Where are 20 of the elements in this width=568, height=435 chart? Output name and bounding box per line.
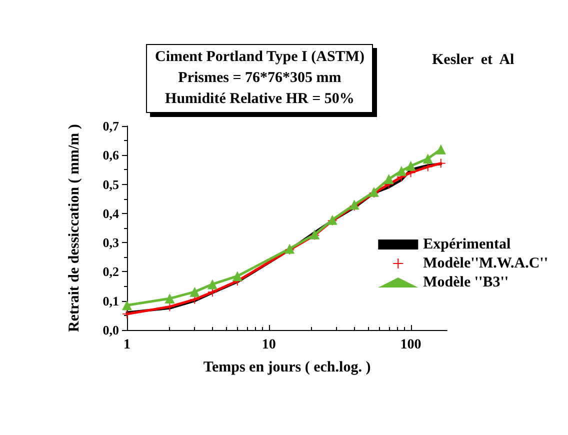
x-tick-label: 1 — [124, 338, 130, 352]
y-axis-title: Retrait de dessiccation ( mm/m ) — [66, 124, 82, 332]
legend-label: Expérimental — [423, 236, 511, 252]
y-tick-label: 0,6 — [102, 148, 120, 163]
y-tick-label: 0,0 — [102, 322, 119, 338]
text: Prismes = 76*76*305 mm — [177, 69, 342, 88]
y-tick-label: 0,1 — [102, 293, 119, 308]
legend-label: Modèle''M.W.A.C'' — [423, 256, 548, 272]
y-tick-label: 0,4 — [102, 206, 120, 221]
legend-label: Modèle ''B3'' — [423, 274, 509, 290]
y-tick-label: 0,2 — [102, 264, 119, 280]
x-axis-title: Temps en jours ( ech.log. ) — [203, 360, 371, 376]
x-tick-label: 100 — [400, 338, 422, 352]
y-tick-label: 0,7 — [102, 118, 120, 134]
text: Humidité Relative HR = 50% — [164, 90, 356, 109]
y-tick-label: 0,3 — [102, 235, 120, 250]
text: Kesler et Al — [432, 52, 514, 69]
y-tick-label: 0,5 — [102, 176, 120, 192]
x-tick-label: 10 — [262, 338, 276, 352]
text: Ciment Portland Type I (ASTM) — [155, 48, 364, 67]
